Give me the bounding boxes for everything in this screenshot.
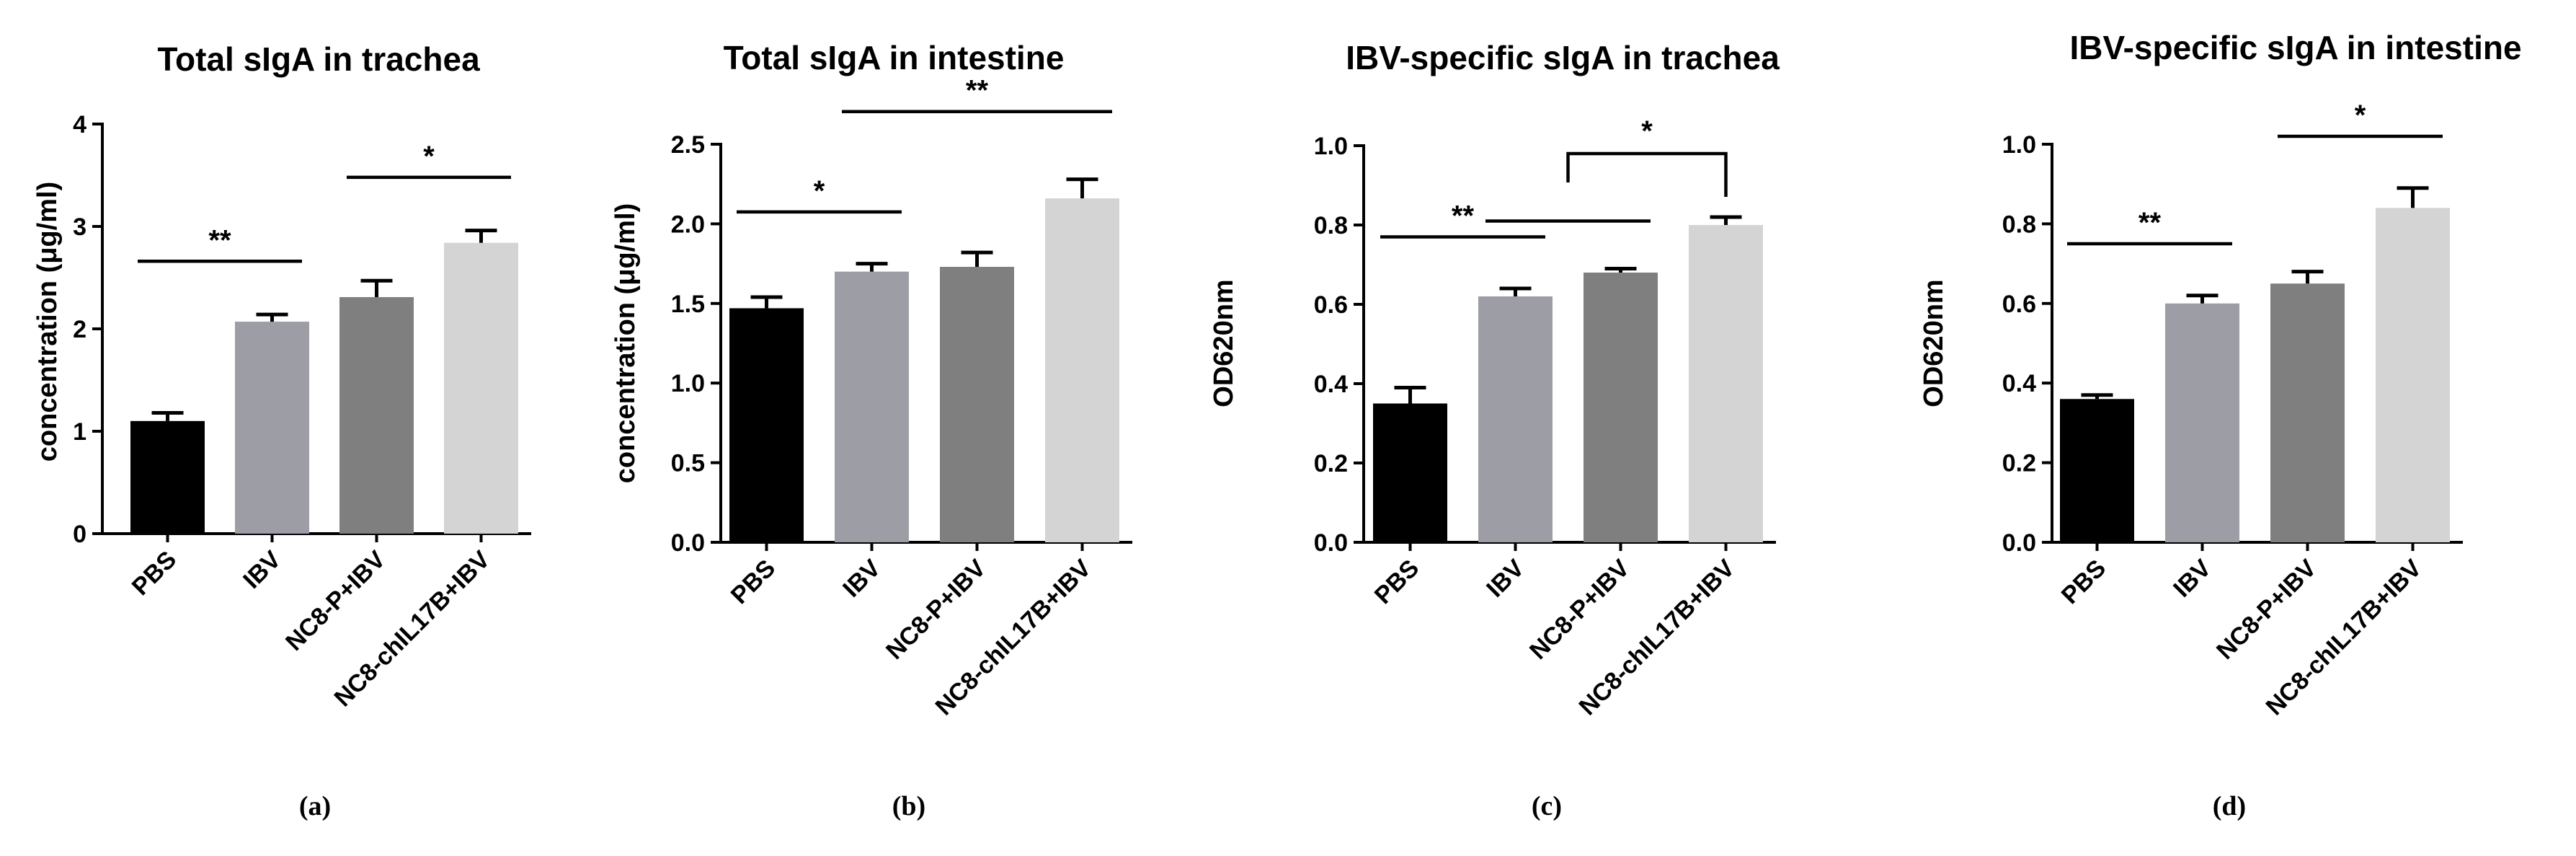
bar-3 (444, 242, 518, 534)
significance-label-0: * (814, 175, 825, 207)
y-tick-label: 1.5 (671, 291, 705, 318)
panel-d: IBV-specific sIgA in intestine OD620nm 0.0… (1919, 29, 2522, 821)
category-label-0: PBS (2056, 555, 2111, 609)
significance-label-0: ** (2138, 207, 2162, 239)
y-tick-label: 0.2 (2002, 450, 2036, 477)
y-tick-label: 0.0 (671, 529, 705, 557)
panel-label: (d) (2213, 791, 2246, 821)
bar-2 (940, 267, 1014, 542)
panel-label: (b) (892, 791, 925, 821)
bar-1 (1478, 296, 1553, 542)
y-tick-label: 0.6 (2002, 291, 2036, 318)
panel-label: (c) (1532, 791, 1562, 821)
category-label-0: PBS (127, 546, 182, 601)
panel-label: (a) (299, 791, 331, 821)
significance-label-2: * (1641, 115, 1653, 147)
y-tick-label: 1 (73, 418, 86, 446)
panel-b: Total sIgA in intestine concentration (μg… (610, 39, 1132, 821)
y-tick-label: 0.4 (2002, 370, 2036, 397)
bar-2 (1584, 273, 1658, 542)
panel-title: IBV-specific sIgA in intestine (2069, 29, 2521, 66)
y-axis-label: concentration (μg/ml) (32, 182, 63, 462)
bar-0 (1373, 403, 1447, 542)
y-tick-label: 0.6 (1314, 291, 1348, 319)
y-tick-label: 2.5 (671, 131, 705, 159)
bar-3 (1689, 225, 1763, 542)
bar-3 (2376, 208, 2450, 542)
bar-2 (2270, 283, 2345, 542)
y-axis-label: concentration (μg/ml) (610, 203, 641, 483)
category-label-2: NC8-P+IBV (2211, 555, 2322, 665)
panel-title: IBV-specific sIgA in trachea (1346, 39, 1780, 76)
y-tick-label: 2.0 (671, 211, 705, 238)
y-tick-label: 1.0 (671, 370, 705, 397)
y-tick-label: 3 (73, 213, 86, 241)
bar-0 (2060, 399, 2134, 542)
bar-2 (339, 296, 414, 534)
y-axis-label: OD620nm (1209, 279, 1239, 407)
bar-3 (1045, 198, 1119, 542)
y-tick-label: 0.0 (2002, 529, 2036, 557)
y-tick-label: 0.0 (1314, 529, 1348, 557)
bar-1 (2165, 303, 2239, 542)
y-tick-label: 1.0 (2002, 131, 2036, 159)
bar-0 (729, 308, 804, 542)
y-tick-label: 2 (73, 316, 86, 343)
significance-label-1: * (2355, 100, 2366, 131)
category-label-0: PBS (726, 555, 781, 609)
y-tick-label: 4 (73, 111, 86, 138)
panel-title: Total sIgA in intestine (724, 39, 1065, 76)
y-tick-label: 0.8 (1314, 212, 1348, 239)
bar-0 (130, 420, 205, 534)
significance-label-0: ** (208, 224, 231, 256)
category-label-0: PBS (1369, 555, 1424, 609)
y-tick-label: 0.4 (1314, 371, 1348, 398)
y-tick-label: 0.8 (2002, 211, 2036, 238)
category-label-2: NC8-P+IBV (1524, 555, 1635, 665)
category-label-2: NC8-P+IBV (881, 555, 991, 665)
y-tick-label: 1.0 (1314, 133, 1348, 160)
panel-a: Total sIgA in trachea concentration (μg/m… (32, 40, 531, 821)
y-tick-label: 0.2 (1314, 450, 1348, 477)
significance-label-1: ** (966, 75, 989, 107)
category-label-1: IBV (1481, 555, 1529, 603)
y-tick-label: 0.5 (671, 450, 705, 477)
y-axis-label: OD620nm (1919, 279, 1949, 407)
y-tick-label: 0 (73, 521, 86, 548)
significance-label-1: * (423, 141, 435, 172)
panel-title: Total sIgA in trachea (157, 40, 480, 78)
bar-1 (235, 322, 309, 534)
category-label-1: IBV (838, 555, 886, 603)
significance-label-0: ** (1452, 200, 1475, 232)
category-label-1: IBV (238, 546, 286, 594)
category-label-2: NC8-P+IBV (280, 546, 391, 656)
significance-bracket-2 (1566, 151, 1728, 197)
category-label-1: IBV (2168, 555, 2216, 603)
panel-c: IBV-specific sIgA in trachea OD620nm 0.0 0.… (1209, 39, 1780, 821)
bar-1 (835, 271, 909, 542)
